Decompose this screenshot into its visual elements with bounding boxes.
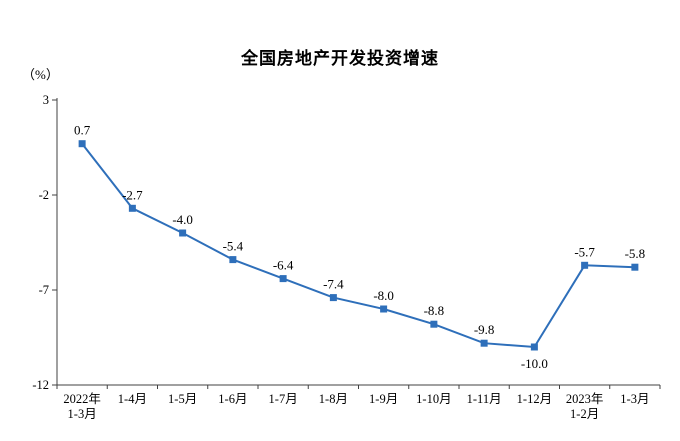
x-tick-label: 1-11月 <box>467 392 502 406</box>
data-point-label: -7.4 <box>323 277 344 292</box>
data-point-label: -8.8 <box>424 303 445 318</box>
chart-title: 全国房地产开发投资增速 <box>241 49 439 68</box>
data-point-label: -5.8 <box>625 246 646 261</box>
y-tick-label: -2 <box>39 188 49 202</box>
data-point-label: -6.4 <box>273 258 294 273</box>
data-point-marker <box>430 320 438 328</box>
data-point-label: -2.7 <box>122 187 143 202</box>
data-point-marker <box>329 294 337 302</box>
x-tick-label: 1-6月 <box>218 392 247 406</box>
x-tick-label: 1-5月 <box>168 392 197 406</box>
x-tick-label: 1-3月 <box>620 392 649 406</box>
data-point-marker <box>631 263 639 271</box>
y-tick-label: 3 <box>43 93 49 107</box>
x-tick-label: 1-9月 <box>369 392 398 406</box>
x-tick-label: 1-7月 <box>269 392 298 406</box>
data-point-marker <box>279 275 287 283</box>
data-point-marker <box>480 339 488 347</box>
x-tick-label: 2022年 1-3月 <box>63 392 101 421</box>
data-point-label: 0.7 <box>74 123 91 138</box>
x-tick-label: 2023年 1-2月 <box>566 392 604 421</box>
x-tick-label: 1-4月 <box>118 392 147 406</box>
data-point-marker <box>530 343 538 351</box>
data-line <box>81 143 635 349</box>
data-point-marker <box>78 140 86 148</box>
data-point-label: -5.7 <box>574 244 595 259</box>
x-tick-label: 1-10月 <box>416 392 451 406</box>
data-point-label: -8.0 <box>373 288 394 303</box>
x-tick-label: 1-12月 <box>517 392 552 406</box>
data-point-marker <box>128 204 136 212</box>
data-point-marker <box>581 261 589 269</box>
data-point-label: -4.0 <box>172 212 193 227</box>
data-point-label: -5.4 <box>223 239 244 254</box>
data-point-label: -10.0 <box>521 356 548 371</box>
y-tick-label: -7 <box>39 283 49 297</box>
y-axis-unit-label: （%） <box>22 67 59 82</box>
data-point-marker <box>229 256 237 264</box>
data-point-marker <box>179 229 187 237</box>
x-tick-label: 1-8月 <box>319 392 348 406</box>
data-point-label: -9.8 <box>474 322 495 337</box>
y-tick-label: -12 <box>32 378 49 392</box>
data-point-marker <box>380 305 388 313</box>
